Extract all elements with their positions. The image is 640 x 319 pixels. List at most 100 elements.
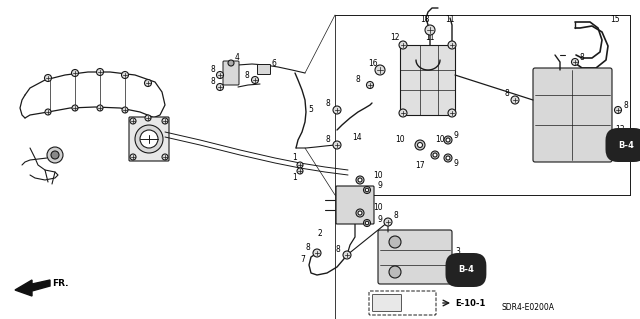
Text: 9: 9 <box>377 181 382 189</box>
Circle shape <box>252 77 259 84</box>
Text: E-10-1: E-10-1 <box>455 299 485 308</box>
Text: 9: 9 <box>454 130 459 139</box>
Circle shape <box>216 84 223 91</box>
Text: 8: 8 <box>504 90 509 99</box>
Text: 8: 8 <box>211 65 215 75</box>
Text: 11: 11 <box>425 33 435 42</box>
Text: 10: 10 <box>373 170 383 180</box>
Text: 3: 3 <box>455 248 460 256</box>
Circle shape <box>72 105 78 111</box>
Circle shape <box>162 118 168 124</box>
Text: 1: 1 <box>292 152 298 161</box>
Circle shape <box>384 218 392 226</box>
Polygon shape <box>15 280 50 296</box>
Circle shape <box>216 71 223 78</box>
Circle shape <box>448 109 456 117</box>
Circle shape <box>228 60 234 66</box>
Circle shape <box>313 249 321 257</box>
Text: 14: 14 <box>352 133 362 143</box>
Text: 10: 10 <box>435 136 445 145</box>
Text: 4: 4 <box>235 54 240 63</box>
Text: 13: 13 <box>615 125 625 135</box>
Text: 17: 17 <box>415 160 424 169</box>
Circle shape <box>444 136 452 144</box>
Text: 10: 10 <box>373 204 383 212</box>
Text: 8: 8 <box>244 70 249 79</box>
Circle shape <box>51 151 59 159</box>
Text: 18: 18 <box>420 16 429 25</box>
Circle shape <box>389 266 401 278</box>
Text: 8: 8 <box>335 244 340 254</box>
Circle shape <box>97 69 104 76</box>
Circle shape <box>45 75 51 81</box>
Circle shape <box>122 107 128 113</box>
Circle shape <box>444 154 452 162</box>
Circle shape <box>614 107 621 114</box>
Circle shape <box>97 105 103 111</box>
Text: 5: 5 <box>308 106 313 115</box>
FancyBboxPatch shape <box>378 230 452 284</box>
Circle shape <box>364 187 371 194</box>
FancyBboxPatch shape <box>257 64 271 75</box>
Circle shape <box>364 219 371 226</box>
Circle shape <box>358 178 362 182</box>
FancyBboxPatch shape <box>372 294 401 311</box>
FancyBboxPatch shape <box>336 186 374 224</box>
Circle shape <box>45 109 51 115</box>
Circle shape <box>297 168 303 174</box>
FancyBboxPatch shape <box>129 117 169 161</box>
Circle shape <box>135 125 163 153</box>
FancyBboxPatch shape <box>369 291 436 315</box>
Text: 7: 7 <box>300 256 305 264</box>
Text: B-4: B-4 <box>458 265 474 275</box>
Circle shape <box>367 81 374 88</box>
Text: 8: 8 <box>325 135 330 144</box>
Circle shape <box>433 153 437 157</box>
Text: 10: 10 <box>395 136 404 145</box>
Text: 11: 11 <box>445 16 454 25</box>
FancyBboxPatch shape <box>533 68 612 162</box>
Circle shape <box>356 176 364 184</box>
Circle shape <box>389 236 401 248</box>
Text: 8: 8 <box>325 100 330 108</box>
Text: 2: 2 <box>317 228 322 238</box>
Circle shape <box>446 138 450 142</box>
Circle shape <box>72 70 79 77</box>
Circle shape <box>140 130 158 148</box>
Text: 8: 8 <box>211 78 215 86</box>
Text: FR.: FR. <box>52 279 68 288</box>
Circle shape <box>162 154 168 160</box>
Circle shape <box>130 154 136 160</box>
Circle shape <box>47 147 63 163</box>
Text: SDR4-E0200A: SDR4-E0200A <box>502 303 555 313</box>
Circle shape <box>356 209 364 217</box>
Text: 8: 8 <box>580 54 585 63</box>
Circle shape <box>365 221 369 225</box>
Circle shape <box>122 71 129 78</box>
Circle shape <box>431 151 439 159</box>
Circle shape <box>399 41 407 49</box>
Circle shape <box>297 162 303 168</box>
Text: 8: 8 <box>355 76 360 85</box>
Text: 12: 12 <box>390 33 400 42</box>
Circle shape <box>417 143 422 147</box>
Circle shape <box>365 188 369 192</box>
Circle shape <box>511 96 519 104</box>
Circle shape <box>343 251 351 259</box>
Text: 8: 8 <box>623 101 628 110</box>
Circle shape <box>448 41 456 49</box>
Circle shape <box>358 211 362 215</box>
Text: B-4: B-4 <box>618 140 634 150</box>
Circle shape <box>399 109 407 117</box>
Text: B-4: B-4 <box>618 140 634 150</box>
Text: 15: 15 <box>610 16 620 25</box>
Circle shape <box>572 58 579 65</box>
Text: 9: 9 <box>454 159 459 167</box>
Circle shape <box>333 141 341 149</box>
Circle shape <box>333 106 341 114</box>
Circle shape <box>415 140 425 150</box>
Circle shape <box>145 79 152 86</box>
Text: 6: 6 <box>272 58 277 68</box>
Circle shape <box>425 25 435 35</box>
Circle shape <box>375 65 385 75</box>
